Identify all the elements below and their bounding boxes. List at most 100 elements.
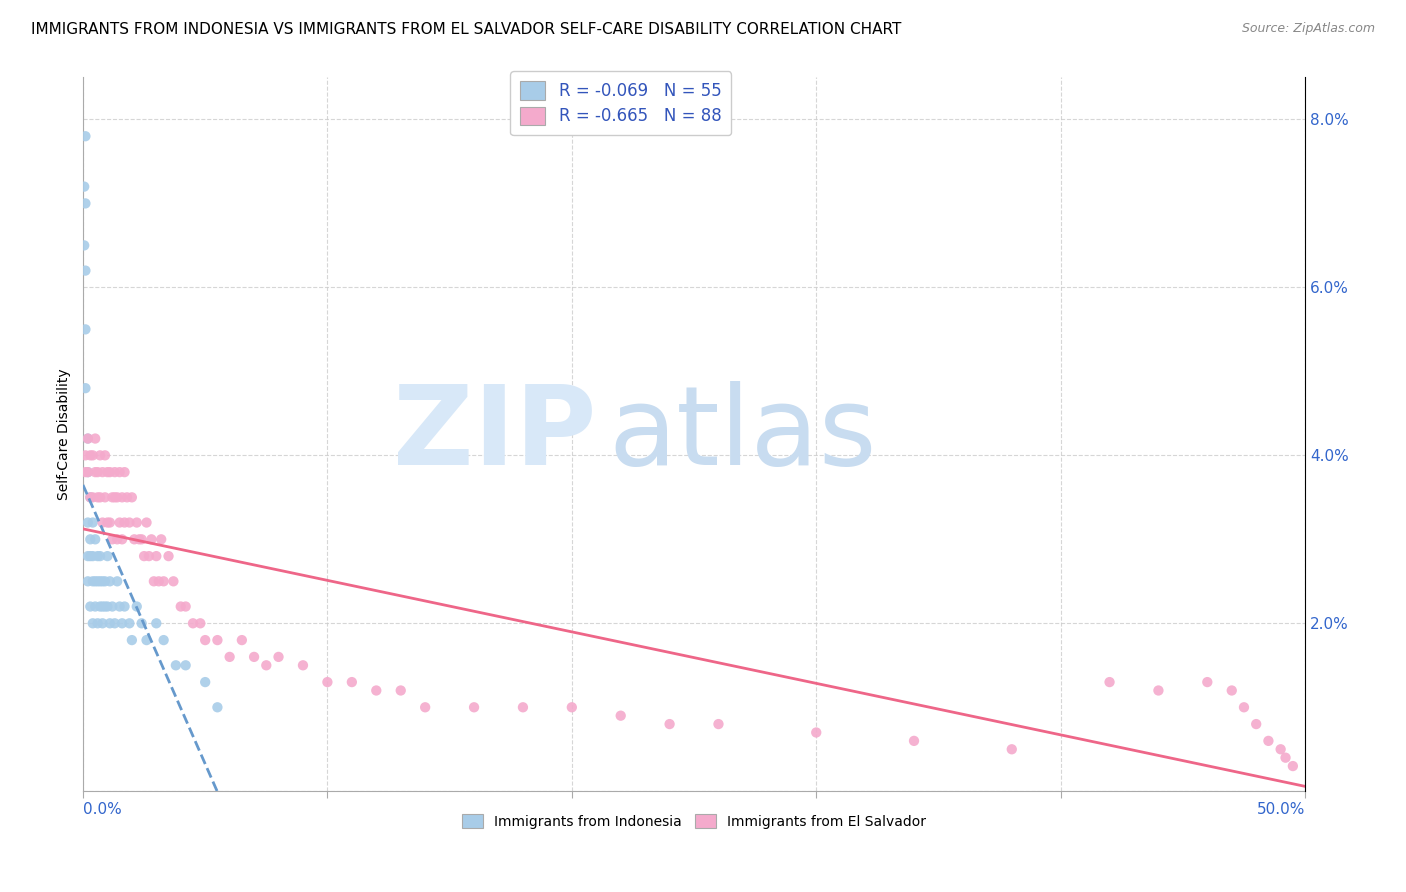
- Point: [1233, 700, 1256, 714]
- Point: [75, 196, 97, 211]
- Point: [316, 675, 339, 690]
- Point: [111, 491, 134, 505]
- Point: [366, 683, 388, 698]
- Point: [73, 238, 96, 252]
- Point: [84, 465, 107, 479]
- Point: [94, 491, 117, 505]
- Point: [463, 700, 485, 714]
- Point: [89, 448, 111, 462]
- Point: [84, 432, 107, 446]
- Point: [108, 599, 131, 614]
- Point: [82, 616, 104, 631]
- Point: [658, 717, 681, 731]
- Point: [806, 725, 828, 739]
- Point: [76, 549, 98, 563]
- Point: [76, 465, 98, 479]
- Y-axis label: Self-Care Disability: Self-Care Disability: [58, 368, 72, 500]
- Point: [84, 533, 107, 547]
- Point: [138, 549, 160, 563]
- Legend: Immigrants from Indonesia, Immigrants from El Salvador: Immigrants from Indonesia, Immigrants fr…: [456, 808, 932, 834]
- Point: [76, 432, 98, 446]
- Point: [104, 616, 127, 631]
- Point: [131, 616, 153, 631]
- Point: [142, 574, 165, 589]
- Point: [243, 649, 266, 664]
- Point: [73, 179, 96, 194]
- Point: [98, 465, 121, 479]
- Point: [1098, 675, 1121, 690]
- Point: [86, 616, 108, 631]
- Point: [75, 465, 97, 479]
- Point: [1274, 750, 1296, 764]
- Point: [79, 491, 101, 505]
- Point: [125, 516, 148, 530]
- Point: [91, 616, 114, 631]
- Point: [145, 549, 167, 563]
- Point: [82, 516, 104, 530]
- Point: [76, 574, 98, 589]
- Point: [86, 465, 108, 479]
- Point: [174, 599, 197, 614]
- Point: [101, 599, 124, 614]
- Point: [108, 465, 131, 479]
- Point: [101, 533, 124, 547]
- Point: [207, 633, 229, 648]
- Point: [96, 465, 118, 479]
- Point: [413, 700, 436, 714]
- Point: [76, 465, 98, 479]
- Point: [561, 700, 583, 714]
- Point: [79, 533, 101, 547]
- Point: [89, 599, 111, 614]
- Point: [111, 616, 134, 631]
- Point: [125, 599, 148, 614]
- Point: [84, 599, 107, 614]
- Point: [124, 533, 146, 547]
- Point: [145, 616, 167, 631]
- Point: [91, 516, 114, 530]
- Point: [89, 491, 111, 505]
- Point: [91, 465, 114, 479]
- Point: [86, 549, 108, 563]
- Point: [89, 574, 111, 589]
- Point: [1197, 675, 1219, 690]
- Point: [111, 533, 134, 547]
- Point: [188, 616, 211, 631]
- Point: [108, 516, 131, 530]
- Text: 0.0%: 0.0%: [83, 802, 122, 817]
- Point: [98, 616, 121, 631]
- Point: [128, 533, 150, 547]
- Point: [389, 683, 412, 698]
- Point: [105, 533, 128, 547]
- Point: [75, 448, 97, 462]
- Point: [79, 448, 101, 462]
- Point: [105, 491, 128, 505]
- Point: [174, 658, 197, 673]
- Point: [75, 322, 97, 336]
- Point: [82, 491, 104, 505]
- Point: [115, 491, 138, 505]
- Point: [114, 465, 136, 479]
- Point: [707, 717, 730, 731]
- Point: [157, 549, 180, 563]
- Point: [101, 491, 124, 505]
- Point: [131, 533, 153, 547]
- Text: ZIP: ZIP: [392, 381, 596, 488]
- Point: [121, 633, 143, 648]
- Point: [79, 599, 101, 614]
- Point: [1257, 734, 1279, 748]
- Point: [118, 616, 141, 631]
- Point: [75, 129, 97, 144]
- Text: IMMIGRANTS FROM INDONESIA VS IMMIGRANTS FROM EL SALVADOR SELF-CARE DISABILITY CO: IMMIGRANTS FROM INDONESIA VS IMMIGRANTS …: [31, 22, 901, 37]
- Point: [267, 649, 290, 664]
- Point: [76, 516, 98, 530]
- Point: [231, 633, 253, 648]
- Point: [1244, 717, 1267, 731]
- Point: [141, 533, 163, 547]
- Point: [165, 658, 187, 673]
- Point: [181, 616, 204, 631]
- Point: [75, 381, 97, 395]
- Point: [512, 700, 534, 714]
- Point: [96, 516, 118, 530]
- Point: [291, 658, 314, 673]
- Text: Source: ZipAtlas.com: Source: ZipAtlas.com: [1241, 22, 1375, 36]
